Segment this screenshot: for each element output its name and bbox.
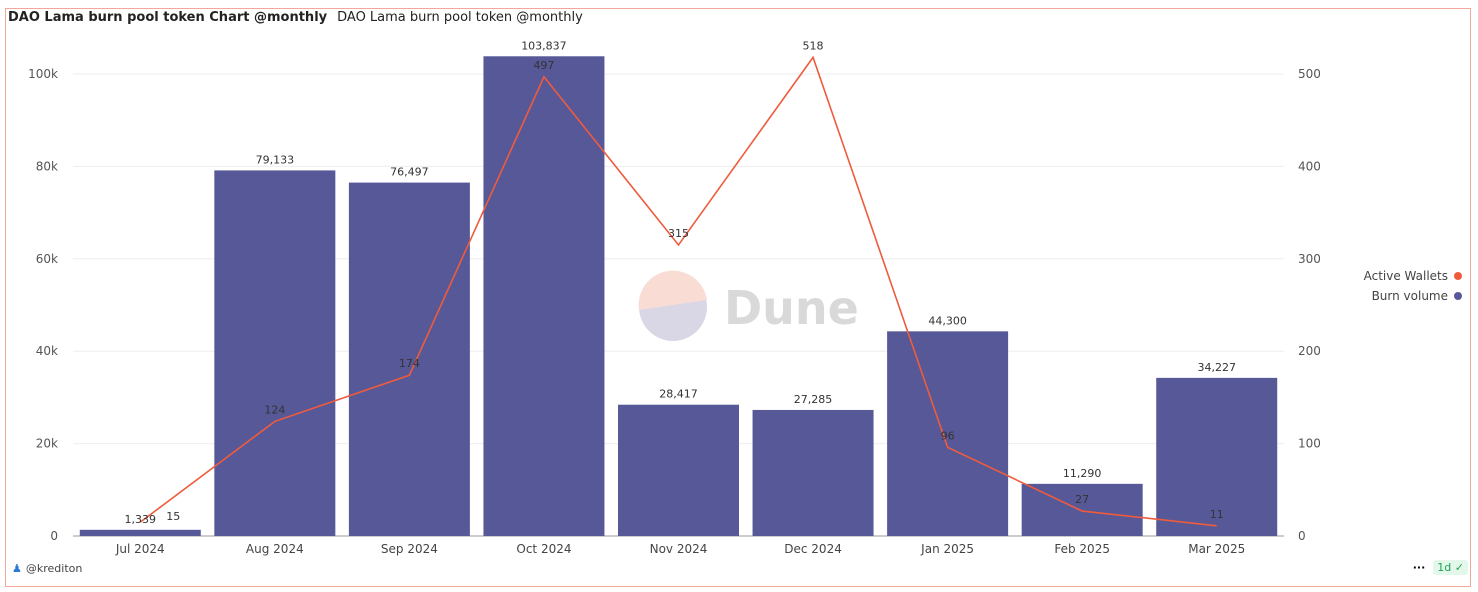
line-label: 96 — [941, 429, 955, 442]
bar — [887, 331, 1009, 536]
watermark-text: Dune — [724, 281, 859, 335]
line-label: 174 — [399, 357, 420, 370]
legend-label: Active Wallets — [1363, 269, 1448, 283]
line-label: 124 — [264, 403, 285, 416]
line-label: 315 — [668, 227, 689, 240]
chart-title: DAO Lama burn pool token Chart @monthly D… — [8, 10, 583, 25]
line-label: 11 — [1210, 508, 1224, 521]
legend: Active Wallets Burn volume — [1364, 266, 1462, 306]
freshness-text: 1d — [1437, 561, 1452, 574]
x-tick: Feb 2025 — [1054, 542, 1110, 556]
author-name: @krediton — [25, 562, 83, 575]
chart-title-main: DAO Lama burn pool token Chart @monthly — [8, 10, 328, 25]
x-tick: Mar 2025 — [1188, 542, 1245, 556]
legend-item-burn-volume[interactable]: Burn volume — [1364, 286, 1462, 306]
series-line-active-wallets — [139, 55, 1217, 527]
y-right-tick: 0 — [1298, 529, 1306, 543]
y-left-tick: 80k — [36, 159, 58, 173]
x-tick: Jul 2024 — [115, 542, 165, 556]
x-tick: Aug 2024 — [246, 542, 304, 556]
bar-label: 1,339 — [125, 513, 157, 526]
more-menu-button[interactable]: ··· — [1412, 561, 1426, 574]
y-left-tick: 0 — [50, 529, 58, 543]
y-right-tick: 200 — [1298, 344, 1321, 358]
x-tick: Jan 2025 — [920, 542, 974, 556]
y-right-tick: 400 — [1298, 159, 1321, 173]
x-tick: Oct 2024 — [516, 542, 571, 556]
bar-label: 103,837 — [521, 39, 567, 52]
bar — [348, 182, 470, 536]
bar — [214, 170, 336, 537]
bar-label: 11,290 — [1063, 467, 1102, 480]
legend-item-active-wallets[interactable]: Active Wallets — [1364, 266, 1462, 286]
line-label: 518 — [803, 39, 824, 52]
line-label: 15 — [166, 510, 180, 523]
y-right-tick: 300 — [1298, 252, 1321, 266]
y-left-tick: 40k — [36, 344, 58, 358]
bar — [79, 529, 201, 536]
bar — [483, 56, 605, 536]
line-label: 497 — [533, 59, 554, 72]
dune-watermark: Dune — [638, 270, 859, 341]
y-right-tick: 100 — [1298, 437, 1321, 451]
y-left-tick: 100k — [28, 67, 58, 81]
bar-label: 44,300 — [928, 314, 967, 327]
chart-subtitle: DAO Lama burn pool token @monthly — [337, 10, 583, 25]
legend-swatch — [1454, 292, 1462, 300]
bar-label: 27,285 — [794, 393, 833, 406]
x-tick: Nov 2024 — [650, 542, 708, 556]
line-label: 27 — [1075, 493, 1089, 506]
x-tick: Sep 2024 — [381, 542, 438, 556]
y-left-tick: 60k — [36, 252, 58, 266]
bar-label: 28,417 — [659, 388, 698, 401]
user-icon: ♟ — [12, 562, 22, 575]
check-circle-icon: ✓ — [1454, 561, 1464, 574]
y-right-tick: 500 — [1298, 67, 1321, 81]
freshness-badge: 1d ✓ — [1433, 560, 1468, 575]
author-link[interactable]: ♟ @krediton — [12, 562, 82, 575]
bar-label: 79,133 — [256, 153, 295, 166]
bar-label: 34,227 — [1197, 361, 1236, 374]
legend-swatch — [1454, 272, 1462, 280]
bar-label: 76,497 — [390, 166, 429, 179]
y-left-tick: 20k — [36, 437, 58, 451]
bar — [1156, 377, 1278, 536]
bar — [618, 404, 739, 536]
legend-label: Burn volume — [1371, 289, 1448, 303]
bar — [752, 409, 874, 536]
x-tick: Dec 2024 — [784, 542, 842, 556]
